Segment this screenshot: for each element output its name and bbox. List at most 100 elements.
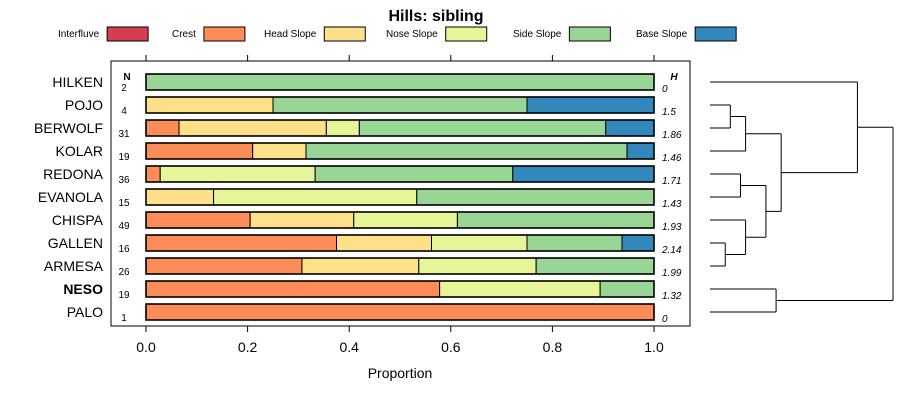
bar-segment-neso-crest — [145, 280, 441, 298]
category-label-hilken: HILKEN — [52, 74, 103, 90]
legend-label-crest: Crest — [172, 29, 196, 40]
category-label-chispa: CHISPA — [52, 212, 104, 228]
bar-segment-redona-crest — [145, 165, 161, 183]
x-tick-label: 0.2 — [238, 339, 258, 355]
x-tick-label: 1.0 — [644, 339, 664, 355]
bar-segment-neso-side-slope — [599, 280, 655, 298]
bar-segment-kolar-crest — [145, 142, 254, 160]
legend-label-nose-slope: Nose Slope — [386, 29, 438, 40]
bar-segment-gallen-side-slope — [526, 234, 623, 252]
category-label-berwolf: BERWOLF — [34, 120, 103, 136]
bar-segment-gallen-nose-slope — [430, 234, 528, 252]
bar-segment-armesa-head-slope — [301, 257, 420, 275]
legend-label-base-slope: Base Slope — [636, 29, 688, 40]
legend-swatch-head-slope — [323, 26, 366, 42]
bar-segment-gallen-crest — [145, 234, 337, 252]
legend-swatch-nose-slope — [445, 26, 488, 42]
category-label-palo: PALO — [67, 304, 103, 320]
bar-segment-berwolf-base-slope — [605, 119, 655, 137]
bar-group — [145, 73, 655, 321]
legend-swatch-base-slope — [694, 26, 737, 42]
plot-frame — [110, 60, 691, 327]
category-label-neso: NESO — [63, 281, 103, 297]
legend-label-interfluve: Interfluve — [58, 29, 100, 40]
h-value: 1.46 — [662, 153, 682, 164]
bar-segment-berwolf-crest — [145, 119, 180, 137]
bar-segment-chispa-crest — [145, 211, 251, 229]
bar-outline-hilken — [145, 73, 655, 91]
h-value: 1.99 — [662, 268, 682, 279]
bar-segment-chispa-side-slope — [456, 211, 655, 229]
bar-segment-evanola-side-slope — [416, 188, 655, 206]
n-value: 19 — [118, 152, 130, 163]
legend-swatch-interfluve — [106, 26, 149, 42]
n-value: 36 — [118, 175, 130, 186]
bar-segment-redona-base-slope — [512, 165, 655, 183]
h-value: 1.86 — [662, 130, 682, 141]
h-value: 1.5 — [662, 107, 676, 118]
bar-segment-redona-side-slope — [314, 165, 514, 183]
h-value: 0 — [662, 84, 668, 95]
bar-outline-neso — [145, 280, 655, 298]
legend-swatch-side-slope — [568, 26, 611, 42]
h-value: 1.93 — [662, 222, 682, 233]
n-value: 49 — [118, 221, 130, 232]
bar-segment-kolar-side-slope — [305, 142, 628, 160]
bar-outline-palo — [145, 303, 655, 321]
x-tick-label: 0.8 — [543, 339, 563, 355]
legend-label-side-slope: Side Slope — [513, 29, 562, 40]
x-tick-label: 0.0 — [136, 339, 156, 355]
bar-segment-kolar-base-slope — [626, 142, 655, 160]
bar-segment-berwolf-head-slope — [178, 119, 327, 137]
bar-segment-berwolf-side-slope — [358, 119, 607, 137]
x-tick-label: 0.4 — [339, 339, 359, 355]
n-value: 19 — [118, 290, 130, 301]
bar-segment-neso-nose-slope — [439, 280, 601, 298]
h-value: 1.32 — [662, 291, 682, 302]
bar-segment-armesa-side-slope — [535, 257, 655, 275]
n-value: 16 — [118, 244, 130, 255]
category-label-kolar: KOLAR — [56, 143, 103, 159]
bar-segment-hilken-side-slope — [145, 73, 655, 91]
category-label-evanola: EVANOLA — [38, 189, 104, 205]
x-tick-label: 0.6 — [441, 339, 461, 355]
bar-outline-berwolf — [145, 119, 655, 137]
category-label-armesa: ARMESA — [44, 258, 104, 274]
category-label-redona: REDONA — [43, 166, 104, 182]
category-label-gallen: GALLEN — [48, 235, 103, 251]
h-value: 0 — [662, 314, 668, 325]
bar-segment-armesa-nose-slope — [418, 257, 537, 275]
bar-outline-kolar — [145, 142, 655, 160]
legend-label-head-slope: Head Slope — [264, 29, 317, 40]
n-value: 15 — [118, 198, 130, 209]
legend: Interfluve Crest Head Slope Nose Slope Side … — [58, 26, 737, 42]
h-value: 2.14 — [661, 245, 682, 256]
chart-title: Hills: sibling — [388, 8, 483, 25]
x-axis: 0.0 0.2 0.4 0.6 0.8 1.0 — [136, 55, 664, 355]
bar-segment-evanola-nose-slope — [213, 188, 418, 206]
x-axis-label: Proportion — [368, 365, 433, 381]
dendrogram — [710, 81, 894, 313]
bar-segment-evanola-head-slope — [145, 188, 215, 206]
n-value: 26 — [118, 267, 130, 278]
legend-swatch-crest — [203, 26, 246, 42]
bar-outline-gallen — [145, 234, 655, 252]
bar-segment-armesa-crest — [145, 257, 303, 275]
n-value: 1 — [121, 313, 127, 324]
bar-segment-gallen-base-slope — [621, 234, 655, 252]
category-labels: HILKEN 2 0 POJO 4 1.5 BERWOLF 31 1.86 KOLAR 19 1.46… — [34, 74, 682, 325]
n-value: 4 — [121, 106, 127, 117]
bar-segment-redona-nose-slope — [159, 165, 316, 183]
bar-outline-evanola — [145, 188, 655, 206]
bar-segment-palo-crest — [145, 303, 655, 321]
h-column-header: H — [670, 72, 678, 83]
bar-segment-pojo-base-slope — [526, 96, 655, 114]
category-label-pojo: POJO — [65, 97, 103, 113]
bar-outline-chispa — [145, 211, 655, 229]
n-value: 2 — [121, 83, 127, 94]
bar-segment-pojo-side-slope — [272, 96, 528, 114]
bar-segment-berwolf-nose-slope — [325, 119, 360, 137]
bar-outline-armesa — [145, 257, 655, 275]
bar-segment-pojo-head-slope — [145, 96, 274, 114]
